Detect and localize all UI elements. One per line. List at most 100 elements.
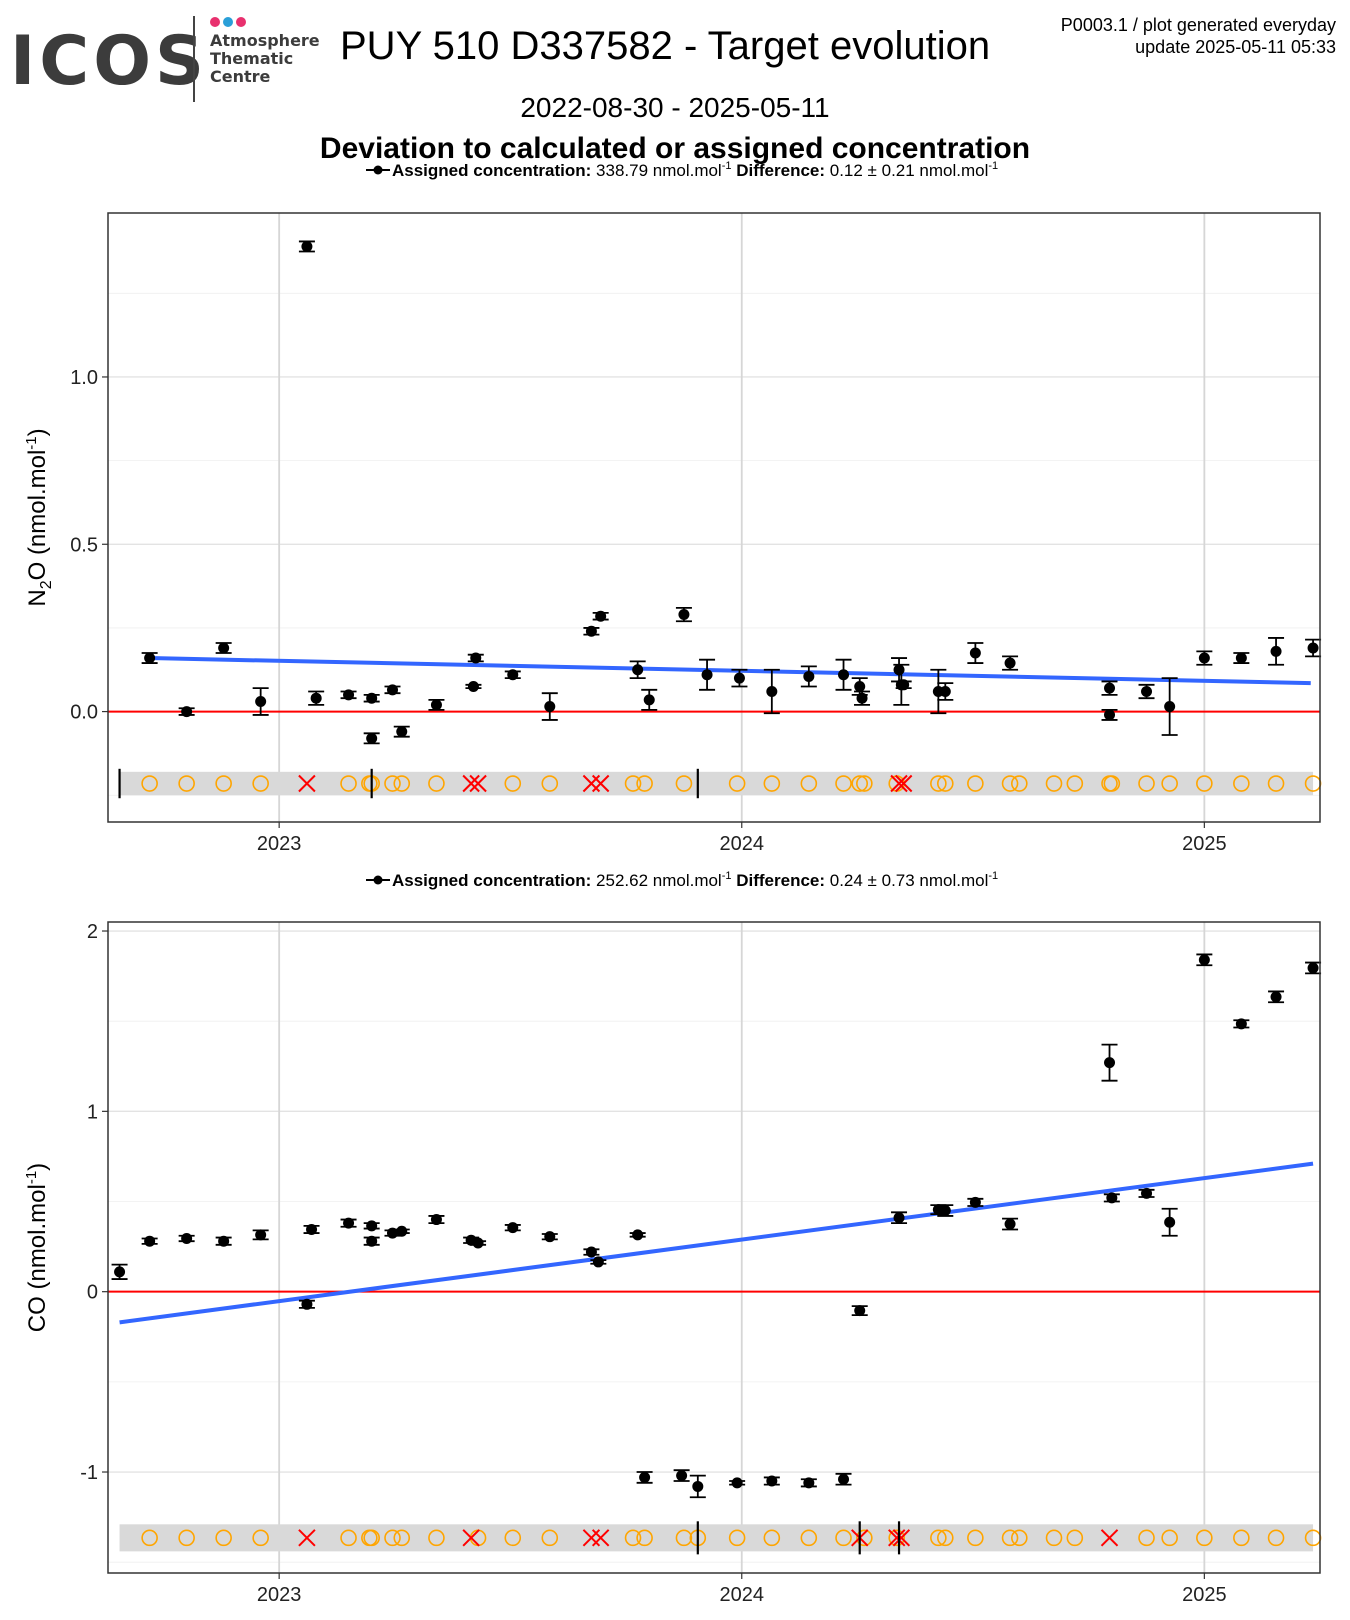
data-point <box>1164 701 1176 713</box>
open-circle-marker <box>252 1529 269 1547</box>
logo-sub-line: Centre <box>210 67 271 86</box>
data-point <box>893 664 905 676</box>
data-point <box>701 669 713 681</box>
data-point <box>310 692 322 704</box>
calibration-band <box>119 771 1314 796</box>
page-title: PUY 510 D337582 - Target evolution <box>340 24 991 68</box>
cross-marker <box>462 774 480 793</box>
logo-dot <box>236 17 246 27</box>
open-circle-marker <box>1045 775 1063 792</box>
data-point <box>766 686 778 697</box>
data-point <box>144 1235 156 1247</box>
open-circle-marker <box>1233 775 1250 792</box>
open-circle-marker <box>1103 775 1121 792</box>
y-tick-label: 0.0 <box>70 702 98 724</box>
data-point <box>1104 1057 1116 1069</box>
x-tick-label: 2025 <box>1182 1584 1227 1606</box>
data-point <box>803 670 815 682</box>
cross-marker <box>591 774 610 793</box>
data-point <box>1164 1216 1176 1228</box>
data-point <box>430 699 442 711</box>
open-circle-marker <box>141 775 158 792</box>
open-circle-marker <box>936 775 954 792</box>
open-circle-marker <box>1161 775 1178 792</box>
date-range: 2022-08-30 - 2025-05-11 <box>520 92 830 123</box>
y-tick-label: 2 <box>87 921 98 943</box>
open-circle-marker <box>856 775 873 792</box>
open-circle-marker <box>1066 775 1084 792</box>
x-tick-label: 2023 <box>257 833 302 855</box>
data-point <box>854 680 866 692</box>
cross-marker <box>1100 1529 1119 1547</box>
open-circle-marker <box>384 775 401 792</box>
data-point <box>969 647 981 659</box>
data-point <box>898 679 910 691</box>
data-point <box>803 1477 815 1489</box>
logo-dot <box>223 17 233 27</box>
open-circle-marker <box>1001 1529 1019 1547</box>
x-tick-label: 2024 <box>720 1584 765 1606</box>
logo-sub-line: Atmosphere <box>210 31 320 50</box>
data-point <box>1104 682 1116 694</box>
open-circle-marker <box>178 1529 195 1547</box>
cross-marker <box>888 1529 906 1547</box>
open-circle-marker <box>624 1529 642 1547</box>
open-circle-marker <box>252 775 269 792</box>
cross-marker <box>591 1529 610 1547</box>
open-circle-marker <box>1196 775 1213 792</box>
data-point <box>678 609 690 621</box>
open-circle-marker <box>340 1529 357 1547</box>
data-point <box>1004 657 1016 669</box>
plot-id: P0003.1 / plot generated everyday <box>1060 15 1336 35</box>
data-point <box>1198 652 1210 664</box>
logo-divider <box>193 16 195 102</box>
open-circle-marker <box>504 775 522 792</box>
open-circle-marker <box>763 775 781 792</box>
cross-marker <box>890 774 908 793</box>
data-point <box>969 1196 981 1208</box>
open-circle-marker <box>675 775 693 792</box>
open-circle-marker <box>856 1529 873 1547</box>
chart-subtitle: Deviation to calculated or assigned conc… <box>319 132 1031 165</box>
y-tick-label: -1 <box>80 1462 98 1484</box>
open-circle-marker <box>675 1529 693 1547</box>
legend-marker-dot <box>373 165 383 175</box>
open-circle-marker <box>624 775 642 792</box>
cross-marker <box>892 1529 911 1547</box>
open-circle-marker <box>728 1529 746 1547</box>
data-point <box>430 1214 442 1226</box>
data-point <box>218 1235 230 1247</box>
data-point <box>585 1246 597 1258</box>
data-point <box>255 696 267 708</box>
open-circle-marker <box>1138 775 1155 792</box>
data-point <box>1004 1218 1016 1230</box>
data-point <box>181 1232 193 1244</box>
logo-sub-line: Thematic <box>210 49 294 68</box>
data-point <box>1106 1192 1118 1204</box>
data-point <box>893 1212 905 1224</box>
data-point <box>470 652 482 664</box>
legend-text: Assigned concentration: 252.62 nmol.mol-… <box>392 870 998 890</box>
open-circle-marker <box>1267 775 1285 792</box>
data-point <box>366 1220 378 1232</box>
data-point <box>1235 652 1247 664</box>
data-point <box>507 669 519 681</box>
data-point <box>544 1231 556 1243</box>
data-point <box>366 692 378 704</box>
data-point <box>692 1480 704 1492</box>
open-circle-marker <box>541 775 559 792</box>
trend-line <box>119 1161 1314 1325</box>
data-point <box>301 1298 313 1310</box>
data-point <box>218 642 230 654</box>
data-point <box>181 706 193 718</box>
legend-text: Assigned concentration: 338.79 nmol.mol-… <box>392 160 998 180</box>
data-point <box>366 1235 378 1247</box>
logo-dot <box>210 17 220 27</box>
open-circle-marker <box>428 1529 445 1547</box>
open-circle-marker <box>800 1529 818 1547</box>
y-tick-label: 0 <box>87 1282 98 1304</box>
data-point <box>467 680 479 692</box>
calibration-band <box>119 1524 1314 1552</box>
y-axis-label: CO (nmol.mol-1) <box>23 1163 51 1332</box>
data-point <box>838 669 850 681</box>
